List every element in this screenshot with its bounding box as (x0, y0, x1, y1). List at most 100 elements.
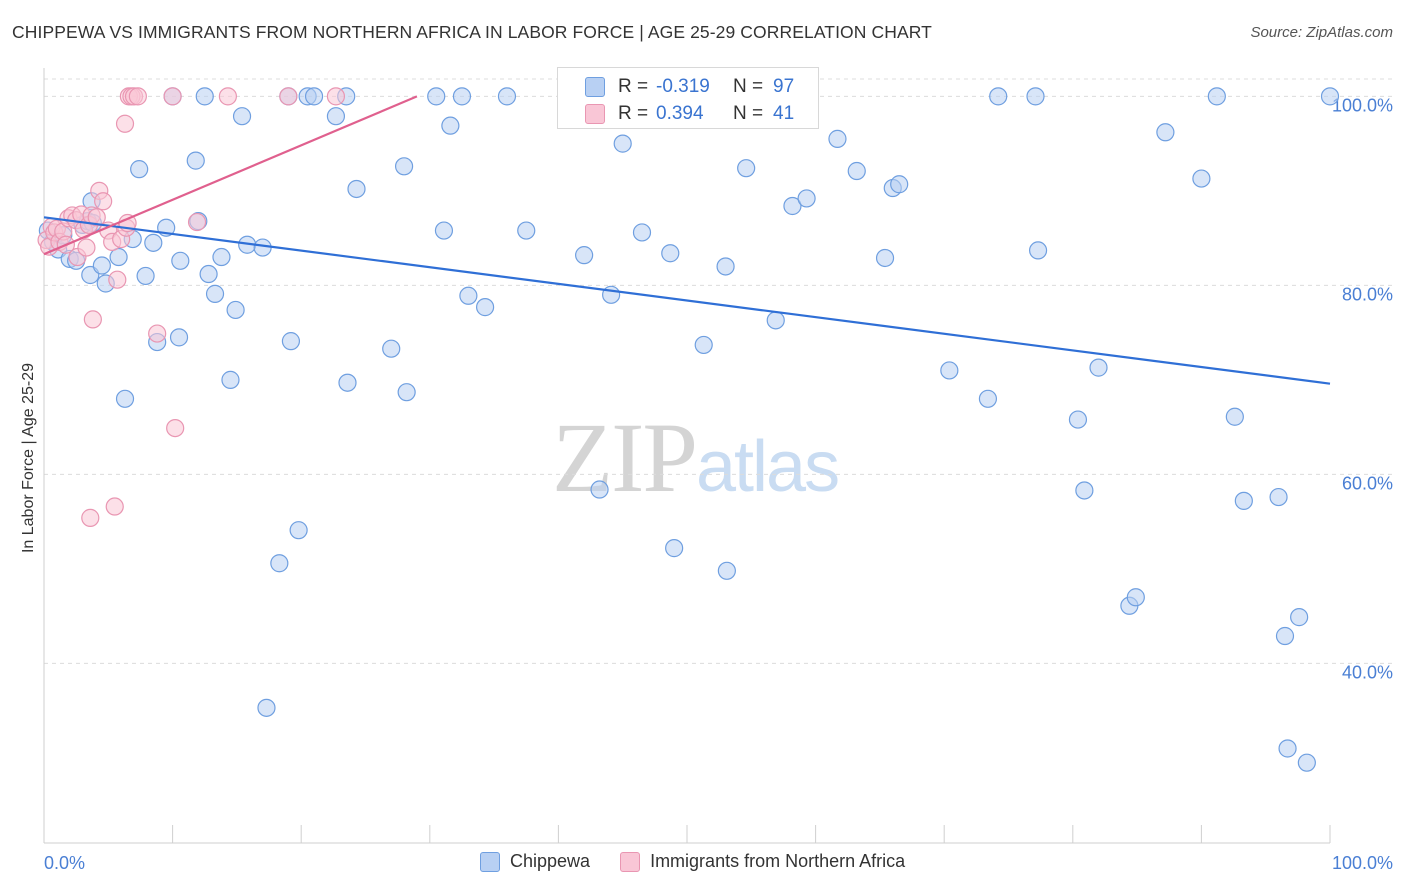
x-tick-label-max: 100.0% (1332, 853, 1393, 873)
data-point-chippewa (144, 233, 163, 252)
data-point-chippewa (940, 361, 959, 380)
stats-n-label: N = (733, 103, 764, 124)
data-point-chippewa (783, 196, 802, 216)
data-point-africa (94, 192, 113, 211)
data-point-chippewa (1207, 87, 1226, 106)
data-point-chippewa (1225, 407, 1244, 426)
data-point-africa (81, 508, 100, 527)
data-point-chippewa (212, 247, 231, 267)
data-point-chippewa (694, 335, 713, 355)
data-point-chippewa (1156, 123, 1175, 142)
data-point-africa (218, 87, 237, 106)
data-point-chippewa (737, 159, 756, 178)
stats-n-label: N = (733, 76, 764, 97)
legend-label-africa: Immigrants from Northern Africa (650, 851, 906, 871)
data-point-africa (163, 87, 182, 106)
stats-r-value-africa: 0.394 (656, 103, 704, 124)
data-point-africa (77, 238, 96, 257)
data-point-chippewa (590, 480, 609, 499)
data-point-chippewa (497, 87, 517, 106)
data-point-chippewa (575, 246, 594, 265)
data-point-chippewa (109, 247, 128, 267)
data-point-chippewa (632, 223, 652, 242)
data-point-chippewa (1126, 588, 1145, 607)
data-point-chippewa (1075, 481, 1094, 500)
data-point-africa (108, 270, 127, 289)
data-point-chippewa (382, 339, 401, 358)
data-point-africa (128, 87, 147, 106)
data-point-chippewa (452, 87, 472, 106)
data-point-africa (148, 324, 167, 343)
data-point-chippewa (270, 554, 289, 573)
data-point-chippewa (717, 561, 736, 580)
data-point-chippewa (304, 87, 324, 106)
data-point-chippewa (221, 370, 240, 389)
data-point-chippewa (1297, 753, 1316, 772)
data-point-chippewa (92, 256, 111, 275)
data-point-africa (115, 114, 135, 133)
legend-label-chippewa: Chippewa (510, 851, 591, 871)
y-tick-label: 40.0% (1342, 662, 1393, 682)
data-point-chippewa (281, 332, 301, 351)
data-point-chippewa (397, 383, 416, 402)
data-point-chippewa (427, 87, 446, 106)
data-point-africa (83, 310, 102, 329)
data-point-africa (279, 87, 298, 106)
legend-item-chippewa[interactable]: Chippewa (480, 851, 590, 872)
data-point-chippewa (347, 179, 366, 199)
data-point-chippewa (661, 244, 680, 263)
data-point-chippewa (1320, 87, 1340, 106)
stats-r-label: R = (618, 76, 649, 97)
data-point-chippewa (434, 221, 454, 240)
stats-swatch-africa (585, 104, 605, 124)
y-tick-label: 60.0% (1342, 473, 1393, 493)
data-point-chippewa (441, 116, 460, 135)
data-point-chippewa (1089, 358, 1108, 377)
data-point-chippewa (875, 248, 895, 268)
y-tick-label: 80.0% (1342, 284, 1393, 304)
data-point-chippewa (1234, 491, 1253, 510)
stats-n-value-africa: 41 (773, 103, 795, 124)
data-point-chippewa (890, 175, 909, 194)
data-point-chippewa (338, 373, 357, 392)
data-point-chippewa (978, 389, 998, 408)
legend-swatch-africa (620, 851, 641, 872)
data-point-chippewa (766, 311, 785, 330)
data-point-chippewa (1269, 487, 1288, 507)
data-point-africa (166, 418, 185, 438)
data-point-chippewa (130, 160, 149, 179)
data-point-chippewa (289, 521, 308, 540)
source-label: Source: ZipAtlas.com (1250, 24, 1393, 41)
data-point-chippewa (828, 129, 847, 148)
data-point-africa (187, 212, 207, 232)
data-point-chippewa (199, 264, 218, 284)
trend-line-chippewa (43, 216, 1331, 385)
data-point-chippewa (797, 189, 816, 208)
stats-r-value-chippewa: -0.319 (656, 76, 710, 97)
data-point-chippewa (394, 157, 414, 176)
stats-swatch-chippewa (585, 77, 605, 97)
data-point-chippewa (232, 107, 252, 126)
chart-title: CHIPPEWA VS IMMIGRANTS FROM NORTHERN AFR… (12, 22, 932, 42)
legend-swatch-chippewa (480, 851, 500, 872)
data-point-chippewa (1290, 608, 1309, 627)
data-point-chippewa (253, 238, 272, 257)
data-point-chippewa (186, 151, 205, 170)
legend-item-africa[interactable]: Immigrants from Northern Africa (620, 851, 905, 872)
data-point-chippewa (847, 161, 866, 181)
data-point-chippewa (1028, 241, 1048, 260)
data-point-chippewa (136, 266, 155, 286)
data-point-chippewa (171, 251, 190, 270)
data-point-chippewa (1068, 410, 1088, 429)
data-point-chippewa (205, 284, 225, 303)
data-point-chippewa (1278, 739, 1297, 758)
data-point-africa (87, 208, 106, 227)
data-point-chippewa (226, 300, 245, 320)
legend: Chippewa Immigrants from Northern Africa (480, 851, 905, 872)
data-point-chippewa (326, 107, 346, 126)
stats-box: R = -0.319 N = 97 R = 0.394 N = 41 (557, 67, 819, 129)
data-point-chippewa (1026, 87, 1045, 106)
data-point-africa (105, 497, 124, 516)
x-tick-label-min: 0.0% (44, 853, 85, 873)
